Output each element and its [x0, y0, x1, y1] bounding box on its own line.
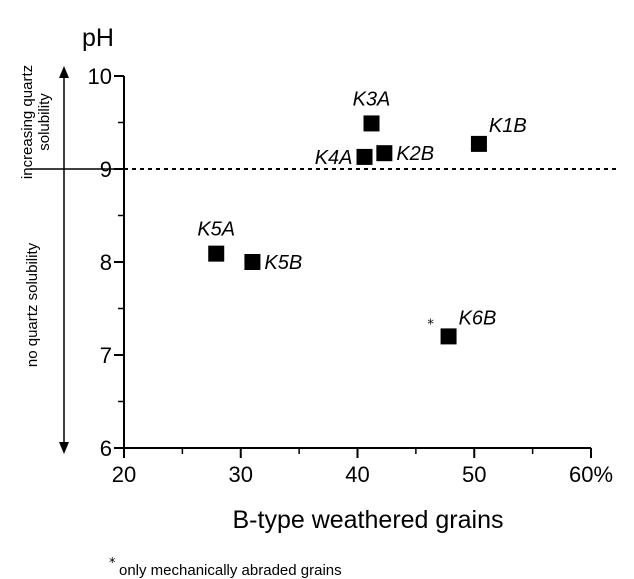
side-annotations: increasing quartz solubility no quartz s… [19, 65, 124, 454]
point-label-k1b: K1B [489, 115, 527, 137]
footnote-star-symbol: * [109, 556, 116, 571]
data-point-k4a [356, 148, 373, 165]
footnote: * only mechanically abraded grains [109, 556, 342, 579]
x-tick-label: 40 [345, 462, 369, 487]
data-point-k1b [470, 135, 487, 152]
data-point-k5b [244, 254, 261, 270]
point-note-star: * [427, 317, 434, 332]
data-point-k2b [376, 145, 393, 162]
point-label-k5a: K5A [197, 219, 235, 241]
y-axis-title: pH [82, 24, 114, 52]
lower-side-label: no quartz solubility [24, 242, 41, 367]
point-label-k6b: K6B [459, 307, 497, 329]
x-axis-title: B-type weathered grains [233, 506, 504, 534]
footnote-text: only mechanically abraded grains [119, 562, 342, 579]
x-tick-label: 50 [462, 462, 486, 487]
y-tick-label: 8 [100, 250, 112, 275]
point-label-k4a: K4A [315, 147, 353, 169]
data-point-k6b [440, 328, 457, 345]
x-tick-label: 30 [229, 462, 253, 487]
y-tick-label: 6 [100, 436, 112, 461]
data-point-k5a [208, 245, 225, 262]
point-label-k5b: K5B [264, 252, 302, 274]
point-label-k3a: K3A [353, 88, 391, 110]
y-tick-label: 7 [100, 343, 112, 368]
lower-arrow-head [59, 442, 69, 454]
y-tick-label: 10 [88, 64, 112, 89]
upper-arrow-head [59, 66, 69, 78]
point-label-k2b: K2B [396, 143, 434, 165]
ticks [114, 75, 592, 458]
data-point-k3a [363, 115, 380, 132]
upper-side-label-line2: solubility [36, 93, 53, 151]
x-tick-label: 20 [112, 462, 136, 487]
data-points: K3A K1B K4A K2B K5A K5B K6B * [197, 88, 527, 345]
upper-side-label-line1: increasing quartz [19, 65, 36, 179]
x-tick-label: 60% [569, 462, 613, 487]
